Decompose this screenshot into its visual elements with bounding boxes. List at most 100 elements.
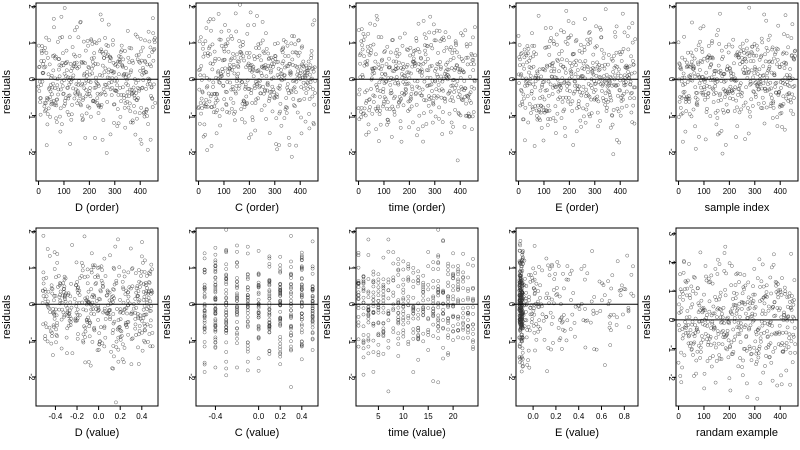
data-point xyxy=(407,107,412,112)
data-point xyxy=(206,51,210,56)
data-point xyxy=(391,278,396,283)
data-point xyxy=(122,106,127,110)
data-point xyxy=(82,275,87,280)
data-point xyxy=(711,304,716,309)
data-point xyxy=(262,103,267,108)
data-point xyxy=(627,64,632,69)
data-point xyxy=(302,86,306,91)
data-point xyxy=(454,43,458,47)
data-point xyxy=(147,309,152,313)
data-point xyxy=(213,285,218,289)
data-point xyxy=(750,44,755,49)
data-point xyxy=(518,342,523,346)
data-point xyxy=(789,251,793,256)
data-point xyxy=(714,33,719,38)
data-point xyxy=(260,38,265,43)
data-point xyxy=(90,263,95,268)
data-point xyxy=(589,97,594,102)
data-point xyxy=(304,91,309,95)
data-point xyxy=(133,271,138,276)
data-point xyxy=(411,307,416,311)
data-point xyxy=(267,264,272,269)
data-point xyxy=(136,332,141,337)
data-point xyxy=(539,126,544,130)
data-point xyxy=(574,38,579,42)
data-point xyxy=(213,295,218,300)
data-point xyxy=(102,56,106,60)
data-point xyxy=(148,81,152,86)
data-point xyxy=(791,332,796,337)
data-point xyxy=(52,294,57,298)
data-point xyxy=(148,318,153,323)
data-point xyxy=(534,114,539,118)
data-point xyxy=(400,67,405,72)
y-tick-label: 3 xyxy=(667,232,676,237)
data-point xyxy=(134,91,138,95)
data-point xyxy=(756,351,761,356)
data-point xyxy=(47,325,52,330)
data-point xyxy=(552,301,556,306)
data-point xyxy=(784,368,789,373)
data-point xyxy=(771,305,775,309)
data-point xyxy=(752,292,757,297)
data-point xyxy=(778,306,782,311)
data-point xyxy=(141,111,146,116)
data-point xyxy=(39,48,44,53)
data-point xyxy=(757,347,761,351)
data-point xyxy=(691,107,696,112)
data-point xyxy=(438,39,443,43)
data-point xyxy=(696,60,700,65)
data-point xyxy=(618,88,622,93)
data-point xyxy=(206,19,211,24)
x-tick-label: 400 xyxy=(774,412,788,421)
data-point xyxy=(227,66,232,71)
data-point xyxy=(446,294,450,299)
data-point xyxy=(123,49,127,53)
y-tick-label: 0 xyxy=(667,77,676,82)
data-point xyxy=(100,63,105,68)
data-point xyxy=(451,276,455,280)
data-point xyxy=(401,103,406,108)
data-point xyxy=(531,308,536,313)
data-point xyxy=(245,31,250,36)
data-point xyxy=(760,262,765,267)
data-point xyxy=(278,263,283,268)
data-point xyxy=(48,310,52,314)
data-point xyxy=(56,40,60,44)
data-point xyxy=(401,318,406,322)
data-point xyxy=(777,308,781,313)
data-point xyxy=(751,89,756,94)
data-point xyxy=(224,249,229,253)
data-point xyxy=(103,317,108,321)
data-point xyxy=(267,282,272,287)
data-point xyxy=(361,277,366,282)
data-point xyxy=(120,64,125,69)
data-point xyxy=(65,351,69,356)
data-point xyxy=(465,62,470,67)
data-point xyxy=(278,72,283,76)
data-point xyxy=(116,237,120,242)
data-point xyxy=(456,314,460,319)
data-point xyxy=(756,355,761,360)
data-point xyxy=(747,69,751,74)
data-point xyxy=(793,48,798,53)
data-point xyxy=(533,288,537,292)
data-point xyxy=(777,330,782,335)
data-point xyxy=(518,318,522,322)
data-point xyxy=(228,67,233,72)
data-point xyxy=(792,278,797,282)
data-point xyxy=(143,38,147,43)
data-point xyxy=(289,330,293,335)
data-point xyxy=(520,364,525,369)
data-point xyxy=(393,94,397,99)
data-point xyxy=(267,283,272,288)
data-point xyxy=(436,336,441,341)
data-point xyxy=(746,106,750,110)
data-point xyxy=(109,349,113,354)
data-point xyxy=(278,323,283,328)
data-point xyxy=(235,291,239,296)
data-point xyxy=(735,105,739,110)
data-point xyxy=(780,330,785,335)
data-point xyxy=(99,47,103,52)
data-point xyxy=(692,71,697,75)
